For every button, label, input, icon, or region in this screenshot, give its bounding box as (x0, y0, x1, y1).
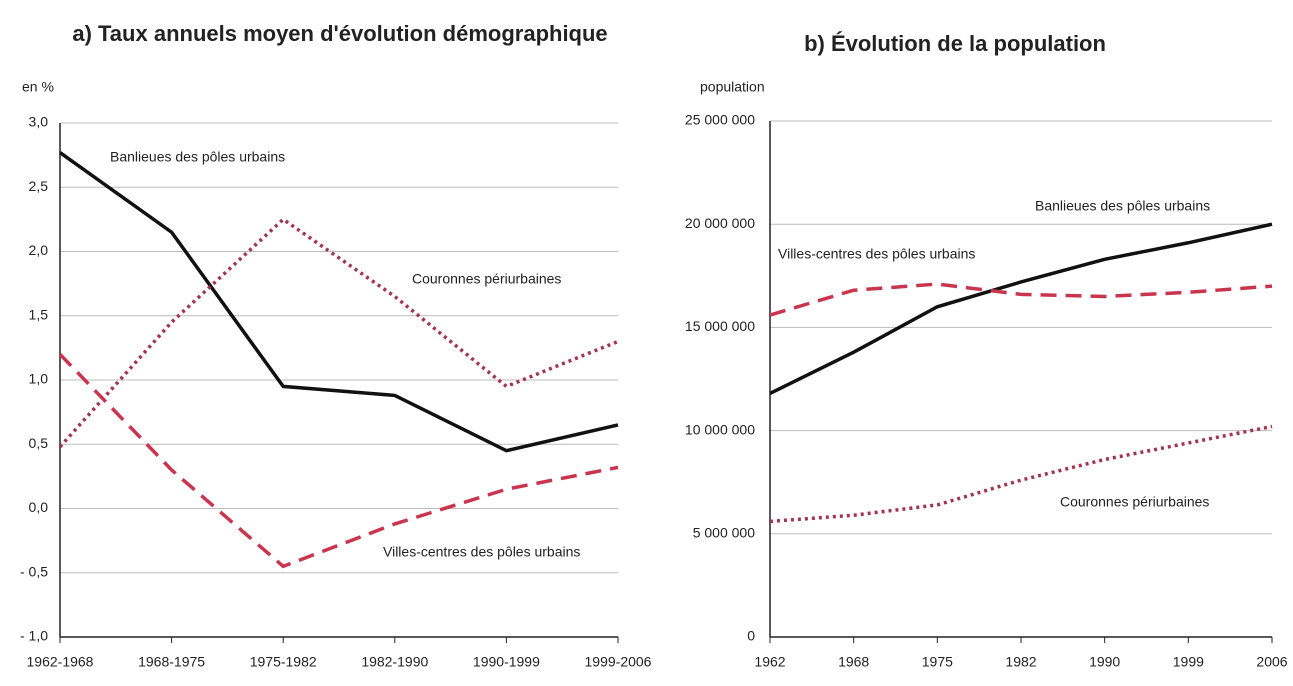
x-tick-label: 1982 (1005, 654, 1036, 670)
y-tick-label: - 1,0 (20, 628, 48, 644)
series-line (58, 151, 619, 453)
x-tick-label: 1999 (1173, 654, 1204, 670)
y-tick-label: 1,5 (29, 306, 49, 322)
series-label: Banlieues des pôles urbains (110, 149, 285, 165)
y-tick-label: 20 000 000 (685, 215, 755, 231)
y-tick-label: 25 000 000 (685, 112, 755, 128)
series-line (769, 282, 1273, 317)
x-tick-label: 1975-1982 (250, 654, 317, 670)
y-tick-label: 15 000 000 (685, 318, 755, 334)
x-tick-label: 1982-1990 (361, 654, 428, 670)
series-line (58, 217, 619, 448)
x-tick-label: 1990-1999 (473, 654, 540, 670)
chart-title: a) Taux annuels moyen d'évolution démogr… (72, 21, 607, 46)
y-tick-label: 5 000 000 (693, 525, 755, 541)
y-tick-label: 0 (747, 628, 755, 644)
series-label: Villes-centres des pôles urbains (383, 544, 580, 560)
x-tick-label: 1968-1975 (138, 654, 205, 670)
x-tick-label: 1962-1968 (27, 654, 94, 670)
series-label: Villes-centres des pôles urbains (778, 246, 975, 262)
y-tick-label: 1,0 (29, 371, 49, 387)
x-tick-label: 1999-2006 (585, 654, 652, 670)
y-tick-label: - 0,5 (20, 563, 48, 579)
x-tick-label: 1975 (922, 654, 953, 670)
y-tick-label: 3,0 (29, 114, 49, 130)
x-tick-label: 2006 (1256, 654, 1287, 670)
y-tick-label: 2,0 (29, 242, 49, 258)
series-label: Couronnes périurbaines (412, 271, 561, 287)
series-line (769, 222, 1273, 396)
y-tick-label: 0,0 (29, 499, 49, 515)
series-line (58, 353, 619, 569)
x-tick-label: 1968 (838, 654, 869, 670)
y-tick-label: 2,5 (29, 178, 49, 194)
y-tick-label: 0,5 (29, 435, 49, 451)
y-axis-label: population (700, 79, 765, 95)
x-tick-label: 1990 (1089, 654, 1120, 670)
y-tick-label: 10 000 000 (685, 421, 755, 437)
y-axis-label: en % (22, 79, 54, 95)
x-tick-label: 1962 (754, 654, 785, 670)
chart-title: b) Évolution de la population (804, 31, 1106, 56)
series-label: Couronnes périurbaines (1060, 494, 1209, 510)
series-label: Banlieues des pôles urbains (1035, 198, 1210, 214)
